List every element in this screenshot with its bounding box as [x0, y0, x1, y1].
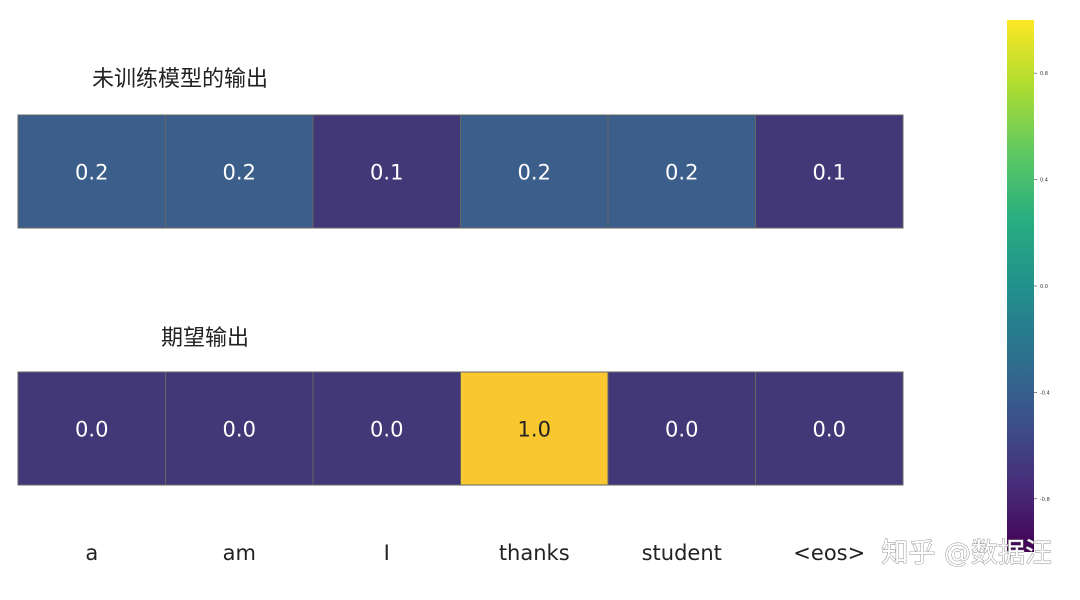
- colorbar-tick-label: -0.4: [1040, 390, 1050, 396]
- heatmap-cell-am: [165, 371, 314, 486]
- heatmap-cell-value: 0.0: [223, 418, 256, 442]
- x-tick-label: student: [642, 541, 722, 565]
- heatmap-title-untrained: 未训练模型的输出: [92, 67, 268, 92]
- heatmap-cell-value: 0.1: [370, 161, 403, 185]
- heatmap-cell-I: [312, 114, 461, 229]
- colorbar-ticks: 0.8 0.4 0.0 -0.4 -0.8: [1034, 71, 1050, 503]
- heatmap-cell-value: 0.2: [665, 161, 698, 185]
- heatmap-cell-value: 0.2: [223, 161, 256, 185]
- heatmap-row-expected: 0.0 0.0 0.0 1.0 0.0 0.0: [17, 371, 904, 486]
- heatmap-cell-value: 0.0: [665, 418, 698, 442]
- heatmap-cell-value: 0.2: [75, 161, 108, 185]
- heatmap-cell-a: [17, 371, 166, 486]
- x-tick-label: thanks: [499, 541, 570, 565]
- heatmap-cell-value: 0.2: [518, 161, 551, 185]
- heatmap-row-untrained: 0.2 0.2 0.1 0.2 0.2 0.1: [17, 114, 904, 229]
- heatmap-cell-value: 1.0: [518, 418, 551, 442]
- x-tick-label: a: [85, 541, 98, 565]
- heatmap-cell-value: 0.1: [813, 161, 846, 185]
- heatmap-cell-student: [607, 114, 756, 229]
- colorbar-tick-label: 0.4: [1040, 178, 1048, 184]
- x-tick-label: I: [384, 541, 390, 565]
- x-tick-label: am: [223, 541, 256, 565]
- heatmap-cell-thanks: [460, 371, 609, 486]
- heatmap-cell-value: 0.0: [370, 418, 403, 442]
- heatmap-cell-value: 0.0: [75, 418, 108, 442]
- heatmap-title-expected: 期望输出: [161, 326, 249, 351]
- x-tick-label: <eos>: [793, 541, 865, 565]
- heatmap-cell-eos: [755, 114, 904, 229]
- colorbar-tick-label: 0.8: [1040, 71, 1048, 77]
- heatmap-cell-a: [17, 114, 166, 229]
- heatmap-cell-eos: [755, 371, 904, 486]
- heatmap-cell-thanks: [460, 114, 609, 229]
- watermark-text: 知乎 @数据汪: [881, 538, 1052, 569]
- heatmap-cell-value: 0.0: [813, 418, 846, 442]
- colorbar: [1007, 20, 1034, 552]
- heatmap-cell-I: [312, 371, 461, 486]
- colorbar-tick-label: -0.8: [1040, 497, 1050, 503]
- colorbar-tick-label: 0.0: [1040, 284, 1048, 290]
- heatmap-cell-am: [165, 114, 314, 229]
